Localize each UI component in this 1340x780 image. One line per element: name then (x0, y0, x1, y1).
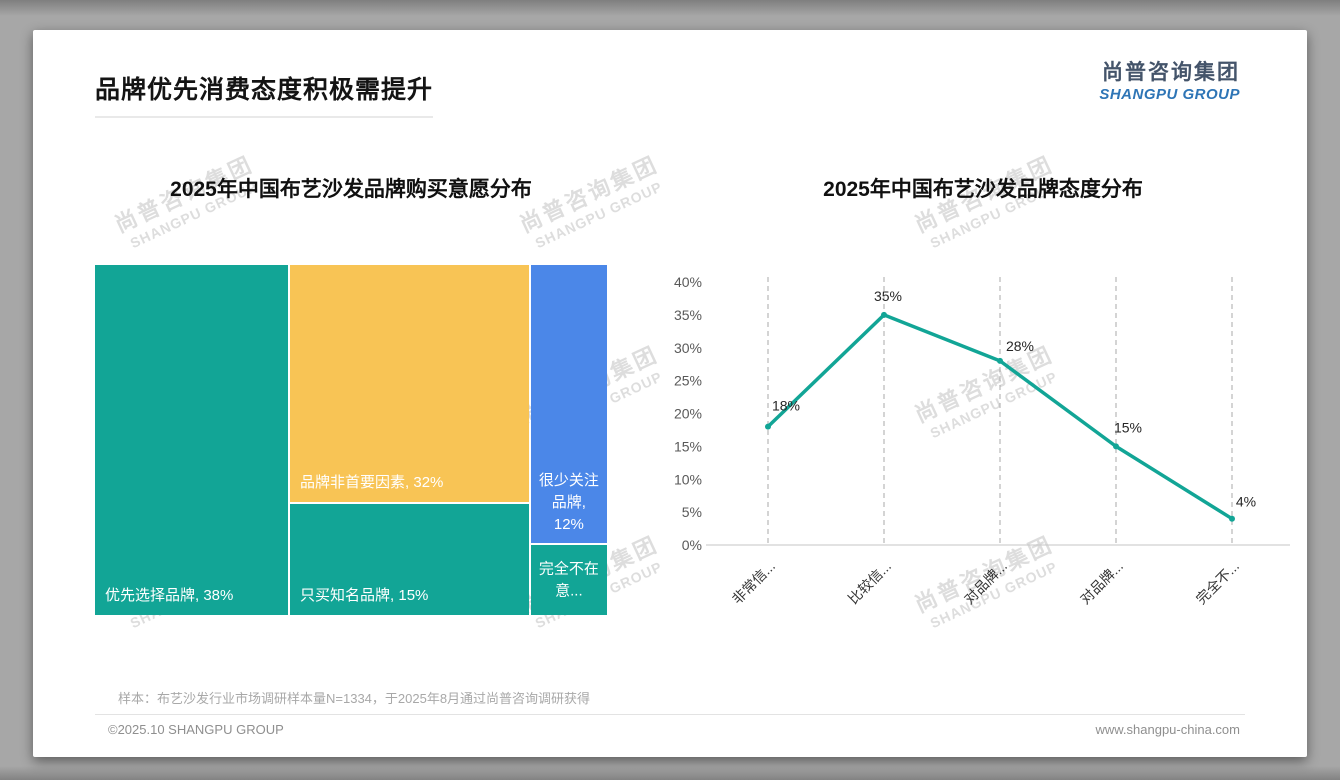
point-label: 18% (772, 398, 800, 414)
x-category-label: 比较信... (845, 558, 894, 607)
data-point (997, 357, 1003, 364)
page-title: 品牌优先消费态度积极需提升 (95, 70, 434, 118)
treemap-chart: 优先选择品牌, 38% 品牌非首要因素, 32% 只买知名品牌, 15% 很少关注品牌… (95, 265, 607, 615)
y-tick-label: 40% (674, 274, 702, 290)
treemap-block-3: 很少关注品牌, 12% (530, 265, 607, 544)
point-label: 28% (1006, 338, 1034, 354)
y-tick-label: 10% (674, 471, 702, 487)
x-category-label: 非常信... (729, 558, 778, 607)
y-tick-label: 15% (674, 438, 702, 454)
sample-footnote: 样本：布艺沙发行业市场调研样本量N=1334，于2025年8月通过尚普咨询调研获… (118, 691, 591, 706)
logo-en: SHANGPU GROUP (1099, 86, 1240, 103)
y-tick-label: 35% (674, 307, 702, 323)
x-category-label: 完全不... (1193, 558, 1242, 607)
data-point (765, 423, 771, 430)
data-point (881, 311, 887, 318)
treemap-block-2: 只买知名品牌, 15% (290, 503, 529, 615)
treemap-block-label: 优先选择品牌, 38% (105, 587, 234, 605)
x-category-label: 对品牌... (1077, 558, 1126, 607)
point-label: 4% (1236, 494, 1256, 510)
data-point (1229, 515, 1235, 522)
footer-website: www.shangpu-china.com (1095, 722, 1240, 737)
treemap-block-1: 品牌非首要因素, 32% (290, 265, 529, 502)
logo-cn: 尚普咨询集团 (1102, 61, 1240, 84)
treemap-chart-title: 2025年中国布艺沙发品牌购买意愿分布 (170, 178, 532, 201)
slide-card: 尚普咨询集团 SHANGPU GROUP 尚普咨询集团 SHANGPU GROUP 尚普… (33, 30, 1307, 757)
treemap-block-label: 只买知名品牌, 15% (300, 587, 429, 605)
point-label: 15% (1114, 419, 1142, 435)
x-category-label: 对品牌... (961, 558, 1010, 607)
y-tick-label: 5% (682, 504, 702, 520)
treemap-block-0: 优先选择品牌, 38% (95, 265, 289, 615)
line-chart: 0% 5% 10% 15% 20% 25% 30% 35% 40% 18% 35% 28% 15% 4% 非… (674, 274, 1290, 607)
line-chart-title: 2025年中国布艺沙发品牌态度分布 (823, 178, 1143, 201)
treemap-block-label: 完全不在意... (538, 560, 599, 600)
logo: 尚普咨询集团 SHANGPU GROUP (1099, 56, 1240, 103)
footer-copyright: ©2025.10 SHANGPU GROUP (108, 722, 284, 737)
point-label: 35% (874, 288, 902, 304)
y-tick-label: 0% (682, 537, 702, 553)
y-tick-label: 30% (674, 340, 702, 356)
y-tick-label: 25% (674, 373, 702, 389)
y-tick-label: 20% (674, 406, 702, 422)
treemap-block-label: 品牌非首要因素, 32% (300, 474, 444, 492)
footer-divider (95, 714, 1245, 715)
treemap-block-4: 完全不在意... (530, 545, 607, 615)
data-point (1113, 443, 1119, 450)
treemap-block-label: 很少关注品牌, 12% (538, 472, 599, 533)
